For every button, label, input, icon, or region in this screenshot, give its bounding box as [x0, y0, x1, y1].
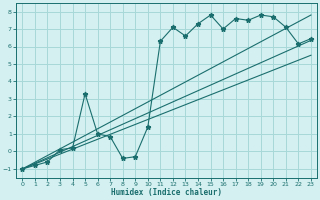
X-axis label: Humidex (Indice chaleur): Humidex (Indice chaleur) [111, 188, 222, 197]
